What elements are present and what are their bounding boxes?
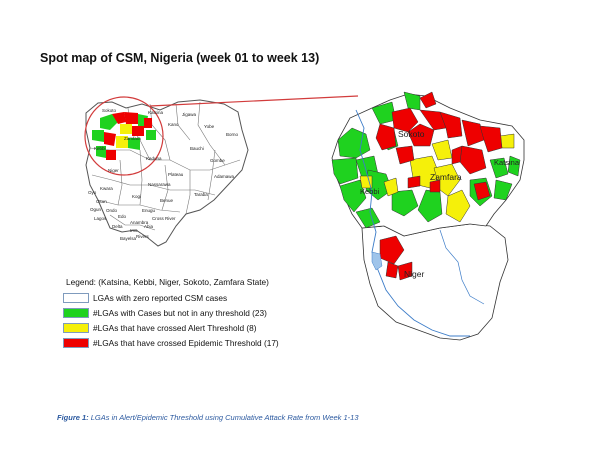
legend-label: #LGAs with Cases but not in any threshol… — [93, 307, 267, 318]
inset-label: Lagos — [94, 216, 107, 221]
inset-label: Rivers — [136, 234, 150, 239]
legend-swatch-green — [63, 307, 89, 318]
legend-item-epidemic: #LGAs that have crossed Epidemic Thresho… — [63, 337, 279, 348]
zoom-label-sokoto: Sokoto — [398, 129, 425, 139]
inset-label: Gombe — [210, 158, 225, 163]
legend-swatch-yellow — [63, 322, 89, 333]
zoom-label-kebbi: Kebbi — [360, 187, 380, 196]
inset-label: Zamfara — [124, 136, 141, 141]
inset-label: Enugu — [142, 208, 156, 213]
inset-label: Benue — [160, 198, 174, 203]
inset-label: Bauchi — [190, 146, 204, 151]
inset-lga-spots — [92, 112, 156, 160]
inset-label: Niger — [108, 168, 119, 173]
inset-label: Ogun — [90, 207, 102, 212]
legend-label: LGAs with zero reported CSM cases — [93, 292, 228, 303]
legend-item-zero-cases: LGAs with zero reported CSM cases — [63, 292, 279, 303]
lake — [371, 251, 383, 271]
map-legend: Legend: (Katsina, Kebbi, Niger, Sokoto, … — [63, 277, 279, 352]
inset-label: Adamawa — [214, 174, 235, 179]
caption-prefix: Figure 1: — [57, 413, 89, 422]
inset-highlight-circle — [84, 96, 164, 176]
caption-text: LGAs in Alert/Epidemic Threshold using C… — [88, 413, 359, 422]
map-title: Spot map of CSM, Nigeria (week 01 to wee… — [40, 51, 320, 65]
legend-heading: Legend: (Katsina, Kebbi, Niger, Sokoto, … — [66, 277, 269, 287]
legend-label: #LGAs that have crossed Epidemic Thresho… — [93, 337, 279, 348]
figure-caption: Figure 1: LGAs in Alert/Epidemic Thresho… — [57, 413, 359, 422]
inset-label: Abia — [144, 224, 154, 229]
inset-label: Kogi — [132, 194, 141, 199]
inset-label: Taraba — [194, 192, 208, 197]
zoom-label-niger: Niger — [404, 269, 424, 279]
inset-label: Sokoto — [102, 108, 117, 113]
legend-item-no-threshold: #LGAs with Cases but not in any threshol… — [63, 307, 279, 318]
inset-label: Oyo — [88, 190, 97, 195]
inset-label: Imo — [130, 228, 138, 233]
zoom-label-zamfara: Zamfara — [430, 172, 462, 182]
inset-state-labels: Sokoto Katsina Kano Jigawa Yobe Borno Ke… — [88, 108, 239, 241]
inset-label: Kaduna — [146, 156, 162, 161]
inset-label: Jigawa — [182, 112, 197, 117]
inset-label: Kano — [168, 122, 179, 127]
inset-label: Delta — [112, 224, 123, 229]
inset-label: Ondo — [106, 208, 118, 213]
inset-label: Yobe — [204, 124, 215, 129]
inset-label: Bayelsa — [120, 236, 137, 241]
nigeria-inset-map: Sokoto Katsina Kano Jigawa Yobe Borno Ke… — [84, 96, 249, 247]
inset-label: Nassarawa — [148, 182, 171, 187]
inset-label: Katsina — [148, 110, 164, 115]
inset-label: Osun — [96, 199, 107, 204]
legend-item-alert: #LGAs that have crossed Alert Threshold … — [63, 322, 279, 333]
inset-label: Plateau — [168, 172, 184, 177]
inset-label: Borno — [226, 132, 239, 137]
inset-label: Anambra — [130, 220, 149, 225]
legend-swatch-white — [63, 292, 89, 303]
zoom-state-labels: Sokoto Katsina Zamfara Kebbi Niger — [360, 129, 520, 279]
red-lgas — [375, 91, 503, 281]
legend-label: #LGAs that have crossed Alert Threshold … — [93, 322, 257, 333]
inset-label: Kebbi — [94, 146, 106, 151]
zoom-label-katsina: Katsina — [494, 158, 520, 167]
zoomed-northwest-map: Sokoto Katsina Zamfara Kebbi Niger — [331, 91, 525, 341]
inset-label: Cross River — [152, 216, 176, 221]
inset-label: Edo — [118, 214, 127, 219]
inset-label: Kwara — [100, 186, 113, 191]
connector-line — [149, 95, 359, 107]
legend-swatch-red — [63, 337, 89, 348]
river — [439, 229, 485, 305]
inset-state-boundaries — [89, 101, 241, 231]
